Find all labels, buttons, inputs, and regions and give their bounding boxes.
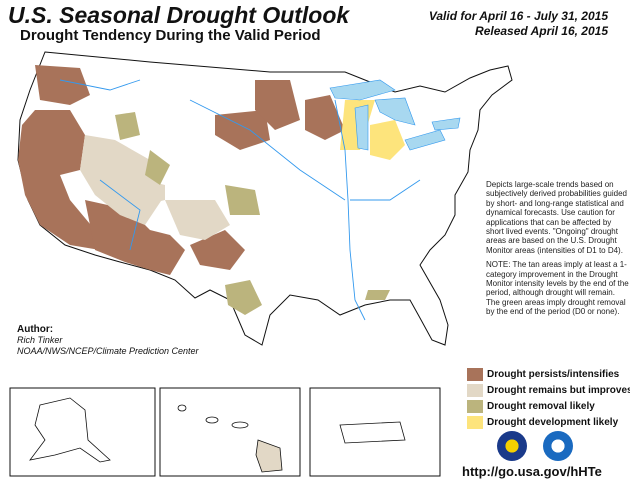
legend-label: Drought persists/intensifies — [487, 369, 620, 380]
description-text: Depicts large-scale trends based on subj… — [486, 180, 627, 255]
legend-swatch — [467, 368, 483, 381]
legend-item-development: Drought development likely — [467, 416, 630, 429]
legend-item-improves: Drought remains but improves — [467, 384, 630, 397]
page-title: U.S. Seasonal Drought Outlook — [8, 2, 350, 28]
author-block: Author: Rich Tinker NOAA/NWS/NCEP/Climat… — [17, 324, 199, 357]
description: Depicts large-scale trends based on subj… — [486, 180, 630, 322]
legend-label: Drought remains but improves — [487, 385, 630, 396]
legend-item-persists: Drought persists/intensifies — [467, 368, 630, 381]
alaska-outline — [29, 397, 111, 463]
legend-item-removal: Drought removal likely — [467, 400, 630, 413]
legend-label: Drought removal likely — [487, 401, 595, 412]
legend-label: Drought development likely — [487, 417, 619, 428]
author-name: Rich Tinker — [17, 335, 63, 345]
great-lakes — [329, 79, 461, 151]
legend: Drought persists/intensifies Drought rem… — [467, 368, 630, 432]
noaa-logo-icon — [543, 431, 573, 461]
valid-dates: Valid for April 16 - July 31, 2015 — [428, 9, 608, 23]
hawaii-islands — [177, 404, 283, 473]
description-note: NOTE: The tan areas imply at least a 1-c… — [486, 260, 629, 317]
legend-swatch — [467, 416, 483, 429]
page-subtitle: Drought Tendency During the Valid Period — [20, 27, 321, 44]
rivers — [59, 79, 421, 321]
info-link[interactable]: http://go.usa.gov/hHTe — [462, 464, 602, 479]
nws-logo-icon — [497, 431, 527, 461]
drought-removal-areas — [115, 112, 390, 315]
drought-persists-areas — [18, 65, 345, 275]
author-label: Author: — [17, 324, 54, 335]
valid-period: Valid for April 16 - July 31, 2015 Relea… — [429, 9, 608, 39]
drought-improves-areas — [80, 135, 230, 240]
legend-swatch — [467, 384, 483, 397]
puerto-rico-outline — [339, 421, 406, 444]
author-org: NOAA/NWS/NCEP/Climate Prediction Center — [17, 346, 199, 356]
release-date: Released April 16, 2015 — [475, 24, 608, 38]
legend-swatch — [467, 400, 483, 413]
